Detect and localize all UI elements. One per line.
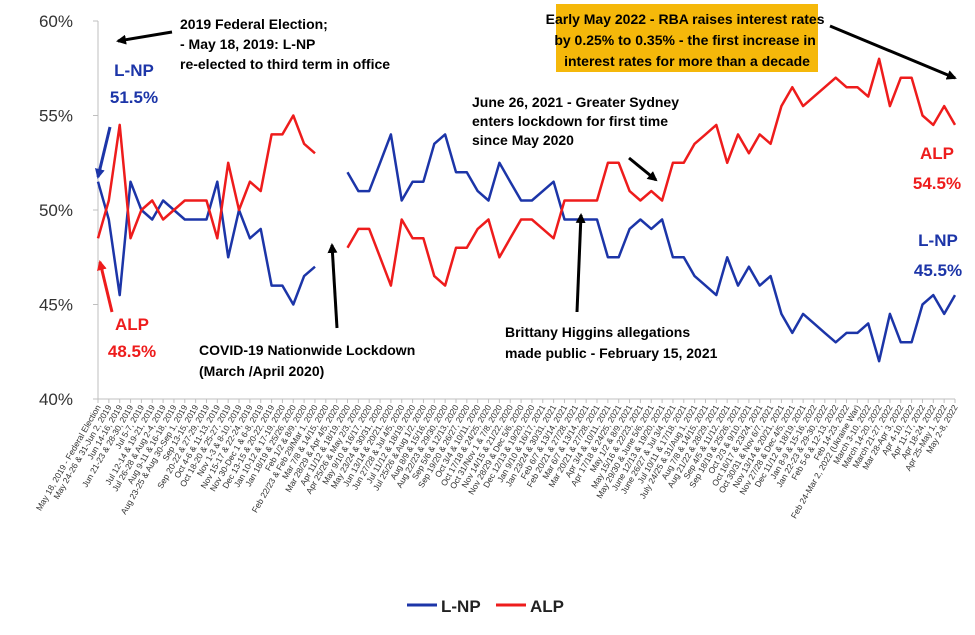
- y-tick-label: 45%: [39, 296, 73, 315]
- series-layer: [96, 57, 957, 363]
- sydney-arrow: [628, 156, 658, 182]
- alp-end-label: ALP: [920, 144, 954, 163]
- lnp-start-value: 51.5%: [110, 88, 158, 107]
- covid-arrow: [327, 243, 339, 329]
- y-tick-label: 55%: [39, 107, 73, 126]
- legend-label-lnp: L-NP: [441, 597, 481, 616]
- series-line-lnp: [346, 133, 957, 363]
- y-tick-label: 60%: [39, 12, 73, 31]
- alp-end-value: 54.5%: [913, 174, 961, 193]
- y-tick-label: 50%: [39, 201, 73, 220]
- lnp-end-value: 45.5%: [914, 261, 962, 280]
- rba-annotation: Early May 2022 - RBA raises interest rat…: [546, 11, 829, 69]
- election-arrow: [116, 30, 173, 45]
- higgins-annotation: Brittany Higgins allegations made public…: [505, 324, 718, 361]
- series-line-alp: [96, 114, 316, 240]
- rba-annotation-box: [556, 4, 818, 72]
- series-line-lnp: [96, 180, 316, 306]
- y-axis: 40% 45% 50% 55% 60%: [39, 12, 99, 409]
- y-tick-label: 40%: [39, 390, 73, 409]
- series-line-alp: [346, 57, 957, 287]
- lnp-end-label: L-NP: [918, 231, 958, 250]
- higgins-arrow: [575, 213, 586, 313]
- lnp-start-arrow: [95, 126, 112, 179]
- covid-annotation: COVID-19 Nationwide Lockdown (March /Apr…: [199, 342, 419, 379]
- alp-start-arrow: [97, 260, 114, 313]
- lnp-start-label: L-NP: [114, 61, 154, 80]
- sydney-lockdown-annotation: June 26, 2021 - Greater Sydney enters lo…: [472, 94, 683, 148]
- rba-arrow: [829, 24, 957, 80]
- legend: L-NP ALP: [407, 597, 564, 616]
- election-annotation: 2019 Federal Election; - May 18, 2019: L…: [180, 16, 390, 72]
- alp-start-value: 48.5%: [108, 342, 156, 361]
- legend-label-alp: ALP: [530, 597, 564, 616]
- alp-start-label: ALP: [115, 315, 149, 334]
